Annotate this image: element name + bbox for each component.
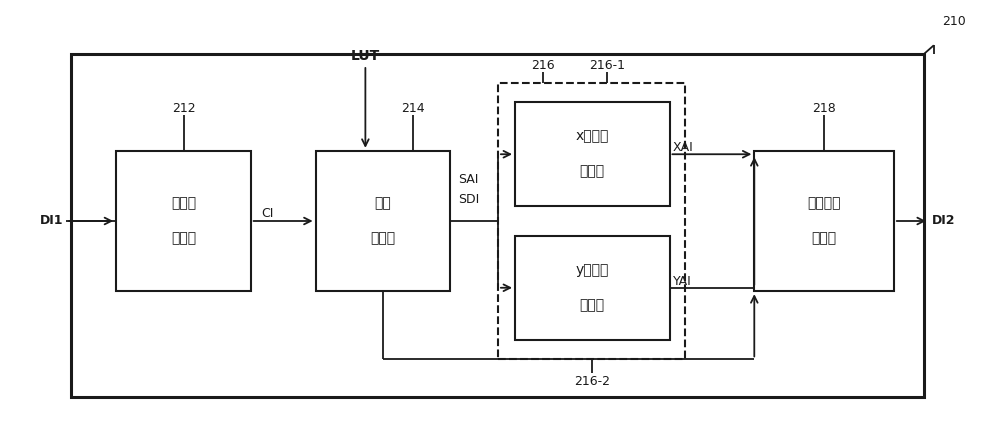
Text: y轴区域: y轴区域	[576, 263, 609, 278]
Text: 计数器: 计数器	[171, 232, 196, 246]
Text: CI: CI	[262, 206, 274, 220]
Text: 确定器: 确定器	[370, 232, 395, 246]
Text: 216-2: 216-2	[574, 375, 610, 388]
Text: 214: 214	[401, 103, 425, 115]
Text: 212: 212	[172, 103, 196, 115]
Bar	[515, 103, 670, 206]
Text: 确定器: 确定器	[580, 298, 605, 312]
Text: YAI: YAI	[673, 275, 691, 288]
Bar	[71, 54, 924, 396]
Bar	[754, 151, 894, 291]
Text: x轴区域: x轴区域	[576, 130, 609, 144]
Text: DI1: DI1	[40, 214, 63, 228]
Text: 偏移: 偏移	[374, 196, 391, 210]
Text: 210: 210	[942, 15, 966, 28]
Bar	[498, 83, 685, 359]
Text: DI2: DI2	[932, 214, 955, 228]
Text: 216: 216	[531, 59, 555, 72]
Bar	[116, 151, 251, 291]
Text: 帧数据: 帧数据	[171, 196, 196, 210]
Text: 216-1: 216-1	[589, 59, 625, 72]
Text: SDI: SDI	[458, 194, 479, 206]
Text: 218: 218	[812, 103, 836, 115]
Text: LUT: LUT	[351, 50, 380, 63]
Bar	[515, 236, 670, 339]
Text: SAI: SAI	[458, 173, 478, 186]
Text: 确定器: 确定器	[580, 164, 605, 179]
Text: 生成器: 生成器	[812, 232, 837, 246]
Text: XAI: XAI	[673, 141, 693, 154]
Text: 图像数据: 图像数据	[807, 196, 841, 210]
Bar	[316, 151, 450, 291]
